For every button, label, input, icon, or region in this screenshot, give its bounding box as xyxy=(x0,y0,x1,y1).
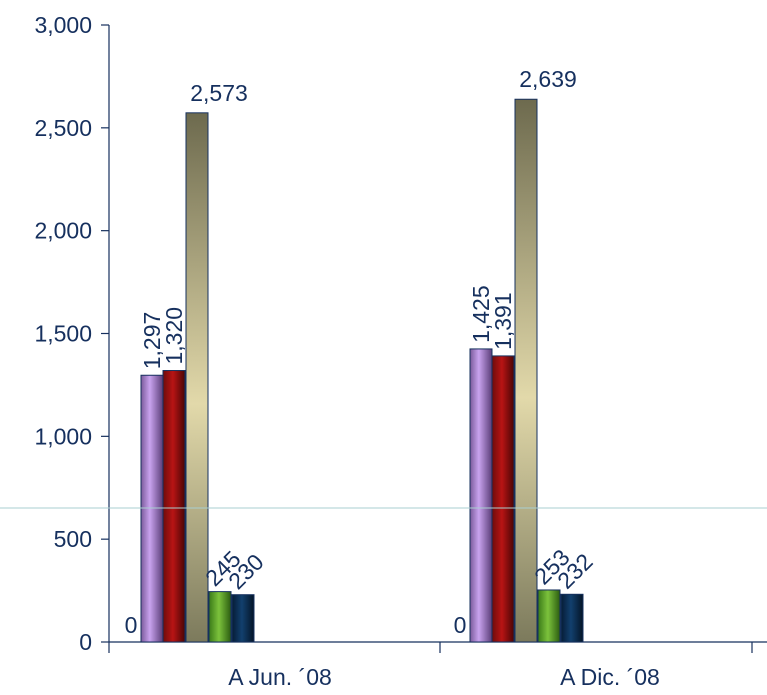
data-label: 1,320 xyxy=(161,307,187,365)
y-tick-label: 1,000 xyxy=(34,423,92,449)
y-tick-label: 3,000 xyxy=(34,12,92,38)
x-tick-marks xyxy=(108,642,753,653)
y-tick-label: 2,500 xyxy=(34,115,92,141)
data-label: 0 xyxy=(125,612,138,638)
x-tick-labels: A Jun. ´08 A Dic. ´08 xyxy=(228,664,660,690)
series-6-bar xyxy=(560,593,584,643)
series-3-bar xyxy=(491,355,515,643)
data-label: 0 xyxy=(454,612,467,638)
series-3-bar xyxy=(162,370,186,643)
x-tick-label: A Jun. ´08 xyxy=(228,664,332,690)
data-label: 2,573 xyxy=(190,80,248,106)
data-label: 2,639 xyxy=(519,66,577,92)
y-tick-marks xyxy=(101,24,109,643)
series-4-bar xyxy=(514,98,538,643)
data-label: 1,391 xyxy=(490,292,516,350)
series-2-bar xyxy=(469,348,493,643)
series-5-bar xyxy=(537,589,561,643)
series-4-bar xyxy=(185,112,209,643)
series-2-bar xyxy=(140,374,164,643)
series-6-bar xyxy=(231,594,255,643)
y-tick-label: 1,500 xyxy=(34,321,92,347)
y-tick-labels: 0 500 1,000 1,500 2,000 2,500 3,000 xyxy=(34,12,92,655)
bars xyxy=(140,98,584,643)
y-tick-label: 0 xyxy=(79,629,92,655)
x-tick-label: A Dic. ´08 xyxy=(560,664,660,690)
data-label: 1,297 xyxy=(139,312,165,370)
data-label: 1,425 xyxy=(468,285,494,343)
y-tick-label: 500 xyxy=(54,526,92,552)
series-5-bar xyxy=(208,591,232,643)
y-tick-label: 2,000 xyxy=(34,218,92,244)
